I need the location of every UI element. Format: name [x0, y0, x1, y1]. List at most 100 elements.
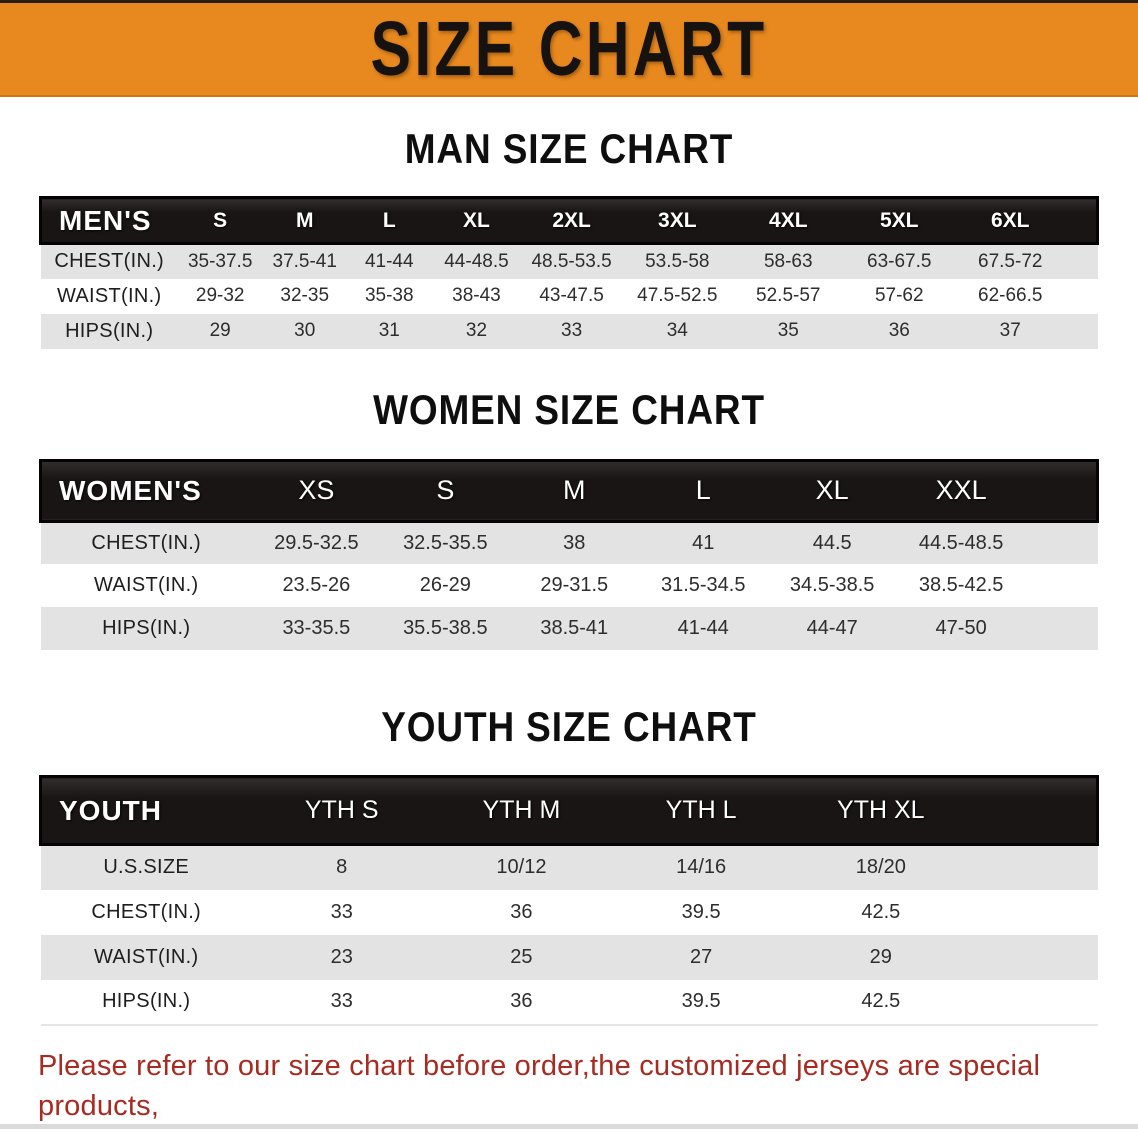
page-title: SIZE CHART [370, 5, 768, 92]
men-col-header-6xl: 6XL [954, 196, 1066, 245]
youth-section-title: YOUTH SIZE CHART [381, 703, 757, 750]
men-col-header-xl: XL [431, 196, 522, 245]
table-cell: 38-43 [452, 285, 501, 306]
row-label: HIPS(IN.) [65, 319, 154, 342]
spacer-cell [1066, 279, 1098, 314]
table-cell: 47-50 [935, 617, 987, 639]
men-header-row: MEN'S S M L XL 2XL 3XL 4XL 5XL 6XL [38, 196, 1099, 245]
women-header-row: WOMEN'S XS S M L XL XXL [38, 458, 1099, 523]
men-col-header-l: L [347, 196, 432, 245]
spacer-cell [970, 775, 1099, 846]
spacer-cell [1026, 521, 1098, 564]
table-cell: 44.5 [812, 531, 852, 554]
women-section: WOMEN SIZE CHART WOMEN'S XS S M L XL XXL… [0, 385, 1138, 650]
row-label: WAIST(IN.) [93, 574, 199, 596]
table-cell: 52.5-57 [756, 285, 821, 306]
table-cell: 37.5-41 [272, 250, 337, 272]
men-waist-row: WAIST(IN.) 29-32 32-35 35-38 38-43 43-47… [40, 278, 1098, 314]
table-cell: 41 [692, 531, 715, 554]
youth-col-header-yth-l: YTH L [611, 775, 791, 846]
table-cell: 37 [999, 320, 1021, 341]
men-chest-row: CHEST(IN.) 35-37.5 37.5-41 41-44 44-48.5… [40, 243, 1098, 279]
table-cell: 36 [510, 990, 533, 1012]
table-cell: 31 [378, 320, 400, 341]
table-cell: 34 [666, 320, 688, 341]
women-col-header-s: S [380, 458, 510, 523]
spacer-cell [971, 980, 1098, 1025]
youth-ussize-row: U.S.SIZE 8 10/12 14/16 18/20 [40, 844, 1098, 890]
table-cell: 42.5 [861, 900, 901, 923]
table-cell: 25 [510, 945, 533, 968]
spacer-cell [1025, 458, 1099, 523]
youth-chest-row: CHEST(IN.) 33 36 39.5 42.5 [40, 889, 1098, 935]
youth-size-table: YOUTH YTH S YTH M YTH L YTH XL U.S.SIZE … [38, 775, 1099, 1026]
table-cell: 8 [336, 856, 348, 879]
men-hips-row: HIPS(IN.) 29 30 31 32 33 34 35 36 37 [40, 313, 1098, 349]
table-cell: 23.5-26 [282, 574, 351, 596]
table-cell: 35 [777, 320, 799, 341]
table-cell: 58-63 [763, 250, 813, 272]
men-section-title: MAN SIZE CHART [404, 125, 734, 172]
disclaimer-line-2: we don't accept cancel, change, teturn o… [38, 1126, 1100, 1132]
disclaimer-note: Please refer to our size chart before or… [38, 1046, 1100, 1132]
table-cell: 53.5-58 [645, 250, 710, 272]
women-chest-row: CHEST(IN.) 29.5-32.5 32.5-35.5 38 41 44.… [40, 521, 1098, 564]
spacer-cell [1026, 564, 1098, 607]
women-header-label: WOMEN'S [38, 458, 252, 523]
men-col-header-m: M [262, 196, 347, 245]
table-cell: 26-29 [419, 574, 471, 596]
table-cell: 10/12 [496, 856, 547, 879]
table-cell: 38.5-41 [540, 617, 609, 639]
men-col-header-2xl: 2XL [521, 196, 622, 245]
spacer-cell [1026, 607, 1098, 650]
women-col-header-xxl: XXL [896, 458, 1026, 523]
table-cell: 33-35.5 [282, 617, 351, 639]
row-label: CHEST(IN.) [91, 531, 202, 554]
banner: SIZE CHART [0, 0, 1138, 97]
youth-col-header-yth-m: YTH M [431, 775, 612, 846]
table-cell: 35.5-38.5 [403, 617, 488, 639]
table-cell: 33 [330, 990, 353, 1012]
row-label: U.S.SIZE [103, 856, 190, 879]
table-cell: 48.5-53.5 [531, 250, 612, 272]
table-cell: 32 [465, 320, 488, 341]
table-cell: 32-35 [280, 285, 330, 306]
table-cell: 34.5-38.5 [789, 574, 875, 596]
table-cell: 29.5-32.5 [274, 531, 359, 554]
table-cell: 29 [869, 945, 892, 968]
table-cell: 63-67.5 [867, 250, 932, 272]
women-section-title: WOMEN SIZE CHART [373, 385, 765, 433]
spacer-cell [971, 890, 1098, 935]
table-cell: 36 [888, 320, 910, 341]
table-cell: 32.5-35.5 [403, 531, 488, 554]
table-cell: 44.5-48.5 [918, 531, 1004, 554]
disclaimer-line-1: Please refer to our size chart before or… [38, 1049, 1041, 1122]
table-cell: 39.5 [681, 990, 721, 1012]
table-cell: 18/20 [855, 856, 906, 879]
table-cell: 33 [561, 320, 583, 341]
spacer-cell [1066, 244, 1098, 279]
women-size-table: WOMEN'S XS S M L XL XXL CHEST(IN.) 29.5-… [38, 458, 1099, 650]
spacer-cell [971, 935, 1098, 980]
table-cell: 31.5-34.5 [660, 574, 746, 596]
youth-waist-row: WAIST(IN.) 23 25 27 29 [40, 934, 1098, 980]
women-waist-row: WAIST(IN.) 23.5-26 26-29 29-31.5 31.5-34… [40, 564, 1098, 607]
table-cell: 42.5 [861, 990, 901, 1012]
row-label: WAIST(IN.) [93, 945, 199, 968]
table-cell: 67.5-72 [978, 250, 1043, 272]
table-cell: 44-47 [806, 617, 858, 639]
women-col-header-xl: XL [767, 458, 897, 523]
spacer-cell [1066, 314, 1098, 349]
table-cell: 43-47.5 [539, 285, 604, 306]
women-col-header-xs: XS [251, 458, 381, 523]
table-cell: 30 [294, 320, 316, 341]
row-label: CHEST(IN.) [54, 250, 165, 273]
men-size-table: MEN'S S M L XL 2XL 3XL 4XL 5XL 6XL CHEST… [38, 196, 1099, 349]
spacer-cell [971, 845, 1098, 890]
women-col-header-m: M [509, 458, 639, 523]
table-cell: 36 [510, 900, 533, 923]
men-col-header-4xl: 4XL [732, 196, 844, 245]
women-hips-row: HIPS(IN.) 33-35.5 35.5-38.5 38.5-41 41-4… [40, 607, 1098, 650]
table-cell: 29-32 [195, 285, 245, 306]
table-cell: 47.5-52.5 [637, 285, 718, 306]
